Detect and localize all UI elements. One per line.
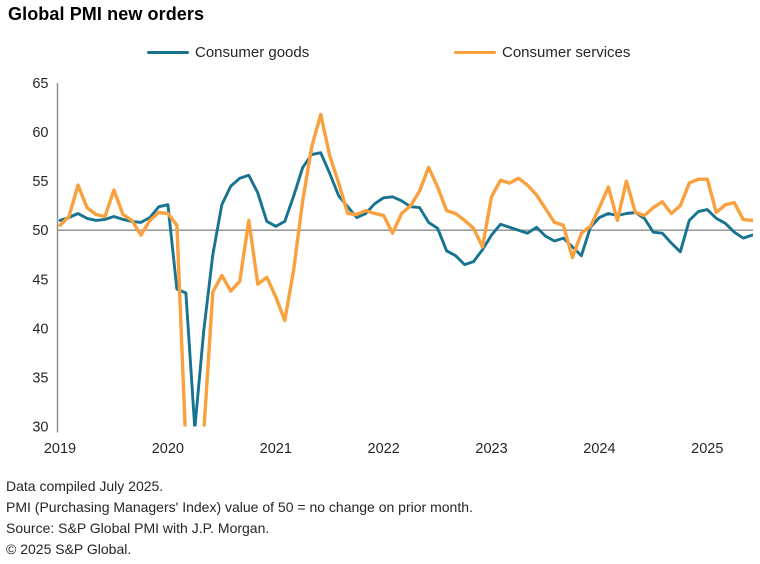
svg-text:65: 65: [32, 76, 48, 92]
footnote-compiled: Data compiled July 2025.: [6, 478, 164, 494]
svg-text:2020: 2020: [152, 441, 184, 457]
chart-footnotes: Data compiled July 2025. PMI (Purchasing…: [6, 476, 473, 560]
svg-text:2025: 2025: [691, 441, 723, 457]
footnote-copyright: © 2025 S&P Global.: [6, 541, 132, 557]
svg-text:30: 30: [32, 420, 48, 436]
svg-text:2023: 2023: [475, 441, 507, 457]
legend-item-consumer-goods: Consumer goods: [147, 44, 309, 61]
svg-text:40: 40: [32, 321, 48, 337]
footnote-definition: PMI (Purchasing Managers' Index) value o…: [6, 499, 473, 515]
legend-item-consumer-services: Consumer services: [454, 44, 630, 61]
svg-text:2024: 2024: [583, 441, 615, 457]
svg-text:50: 50: [32, 223, 48, 239]
svg-text:45: 45: [32, 272, 48, 288]
legend-line-swatch-consumer-services: [454, 50, 496, 55]
legend-label-consumer-goods: Consumer goods: [195, 44, 310, 61]
svg-text:2022: 2022: [368, 441, 400, 457]
svg-text:35: 35: [32, 370, 48, 386]
chart-canvas: 65 60 55 50 45 40 35 30 2019 2020 2021 2022 2023 2024…: [32, 76, 753, 457]
chart-title: Global PMI new orders: [8, 4, 205, 24]
legend-label-consumer-services: Consumer services: [502, 44, 631, 61]
svg-text:2019: 2019: [44, 441, 76, 457]
svg-text:2021: 2021: [260, 441, 292, 457]
svg-text:60: 60: [32, 125, 48, 141]
svg-text:55: 55: [32, 174, 48, 190]
footnote-source: Source: S&P Global PMI with J.P. Morgan.: [6, 520, 270, 536]
legend-line-swatch-consumer-goods: [147, 50, 189, 55]
